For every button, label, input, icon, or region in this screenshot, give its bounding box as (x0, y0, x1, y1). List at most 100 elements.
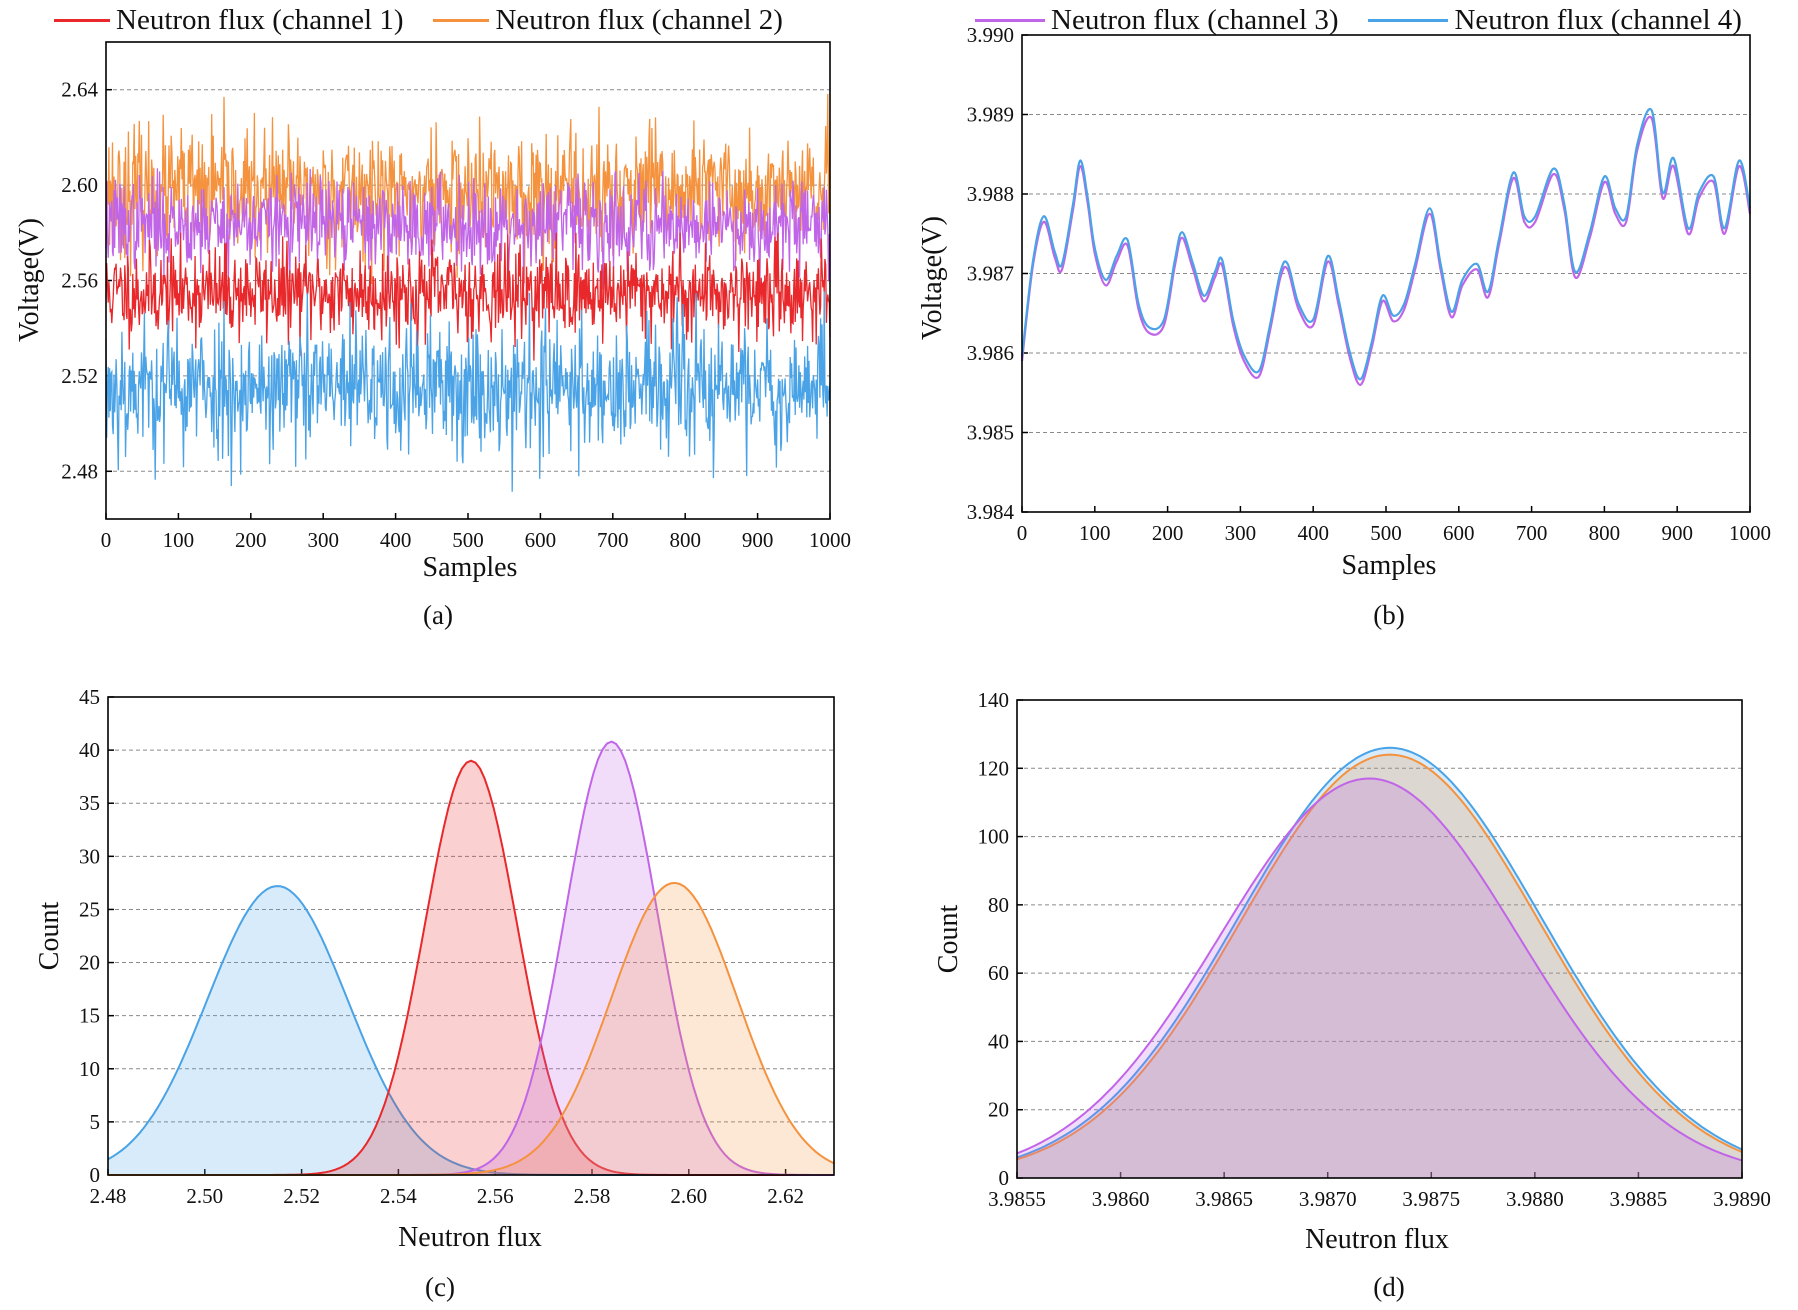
chart-a-xtick-label: 600 (525, 528, 557, 552)
chart-d-svg: 0 20 40 60 80 100 120 140 3.9855 3.9860 3.9865 3.98… (933, 688, 1771, 1255)
chart-b-ytick-label: 3.989 (967, 103, 1014, 127)
chart-c-xtick-label: 2.58 (574, 1184, 611, 1208)
chart-b-xtick-label: 200 (1152, 521, 1184, 545)
legend-b: Neutron flux (channel 3) Neutron flux (c… (975, 4, 1772, 37)
chart-d-curve-ch3 (1016, 777, 1743, 1162)
chart-a-ytick-label: 2.60 (61, 173, 98, 197)
chart-a-xtick-label: 900 (742, 528, 774, 552)
chart-b-xaxis-label: Samples (1342, 550, 1437, 581)
chart-a-xaxis-label: Samples (423, 552, 518, 583)
chart-d-curve-ch2 (1016, 753, 1743, 1161)
chart-c-xtick-label: 2.60 (670, 1184, 707, 1208)
chart-a-yaxis-label: Voltage(V) (14, 218, 45, 342)
chart-c-plot-frame (107, 696, 835, 1176)
chart-d-xtick-label: 3.9880 (1506, 1187, 1564, 1211)
chart-b-ytick-label: 3.984 (967, 500, 1015, 524)
chart-b-xtick-label: 100 (1079, 521, 1111, 545)
chart-c-xtick-label: 2.52 (283, 1184, 320, 1208)
chart-b-plot-frame (1021, 34, 1751, 513)
chart-d-xtick-label: 3.9870 (1299, 1187, 1357, 1211)
chart-d-ytick-label: 120 (978, 756, 1010, 780)
legend-swatch-channel-1 (54, 19, 110, 22)
legend-label-channel-4: Neutron flux (channel 4) (1454, 4, 1742, 36)
chart-b-xtick-label: 500 (1370, 521, 1402, 545)
chart-b-ytick-label: 3.990 (967, 23, 1014, 47)
chart-d-area-ch3 (1017, 778, 1742, 1178)
chart-c-ytick-label: 30 (79, 844, 100, 868)
chart-a-series-line-ch1 (105, 232, 831, 361)
panel-b: Neutron flux (channel 3) Neutron flux (c… (899, 0, 1798, 640)
chart-a-ytick-label: 2.64 (61, 78, 98, 102)
chart-c-ytick-label: 40 (79, 738, 100, 762)
chart-d-ytick-label: 140 (978, 688, 1010, 712)
legend-a: Neutron flux (channel 1) Neutron flux (c… (54, 4, 813, 37)
chart-c-xtick-label: 2.50 (186, 1184, 223, 1208)
chart-d-ytick-label: 0 (999, 1166, 1010, 1190)
chart-a-series-line-ch4 (105, 291, 831, 492)
chart-d-ytick-label: 60 (988, 961, 1009, 985)
chart-d-xtick-label: 3.9875 (1402, 1187, 1460, 1211)
legend-item-channel-3: Neutron flux (channel 3) (975, 4, 1338, 37)
legend-label-channel-2: Neutron flux (channel 2) (495, 4, 783, 36)
chart-b-xtick-label: 800 (1589, 521, 1621, 545)
chart-d-ytick-label: 100 (978, 825, 1010, 849)
chart-b-yaxis-label: Voltage(V) (917, 216, 948, 340)
chart-b-xtick-label: 300 (1225, 521, 1257, 545)
chart-c-area-ch2 (108, 882, 834, 1175)
chart-d-ytick-label: 20 (988, 1098, 1009, 1122)
chart-c-area-ch1 (108, 760, 834, 1175)
chart-c-xaxis-label: Neutron flux (398, 1222, 542, 1253)
chart-c-yaxis-label: Count (34, 902, 65, 971)
legend-item-channel-4: Neutron flux (channel 4) (1368, 4, 1742, 37)
chart-d-xaxis-label: Neutron flux (1305, 1224, 1449, 1255)
chart-d-area-ch2 (1017, 754, 1742, 1178)
chart-d-xtick-label: 3.9890 (1713, 1187, 1771, 1211)
chart-a-xtick-label: 800 (669, 528, 701, 552)
legend-label-channel-3: Neutron flux (channel 3) (1051, 4, 1339, 36)
chart-c-xtick-label: 2.62 (767, 1184, 804, 1208)
chart-c-ytick-label: 25 (79, 897, 100, 921)
caption-d: (d) (1373, 1272, 1405, 1302)
chart-d-xtick-label: 3.9855 (988, 1187, 1046, 1211)
caption-a: (a) (423, 600, 453, 630)
chart-c-xtick-label: 2.48 (90, 1184, 127, 1208)
chart-b-ytick-label: 3.986 (967, 341, 1014, 365)
chart-a-xtick-label: 100 (163, 528, 195, 552)
legend-label-channel-1: Neutron flux (channel 1) (116, 4, 404, 36)
chart-d-xtick-label: 3.9885 (1610, 1187, 1668, 1211)
chart-a-plot-frame (105, 41, 831, 520)
chart-b-xtick-label: 1000 (1729, 521, 1771, 545)
chart-d-plot-frame (1016, 699, 1743, 1179)
chart-c-xtick-label: 2.56 (477, 1184, 514, 1208)
chart-a-ytick-label: 2.56 (61, 269, 98, 293)
chart-a-ytick-label: 2.52 (61, 364, 98, 388)
chart-c-svg: 0 5 10 15 20 25 30 35 40 45 2.48 2.50 2.52 2.54 2.56 2.… (34, 685, 835, 1253)
chart-d-area-ch4 (1017, 747, 1742, 1178)
chart-a-xtick-label: 1000 (809, 528, 851, 552)
chart-b-xtick-label: 400 (1297, 521, 1329, 545)
chart-b-xtick-label: 600 (1443, 521, 1475, 545)
chart-a-series-line-ch3 (105, 168, 831, 294)
chart-d-xtick-label: 3.9865 (1195, 1187, 1253, 1211)
chart-b-xtick-label: 700 (1516, 521, 1548, 545)
chart-a-xtick-label: 300 (307, 528, 339, 552)
chart-b-ytick-label: 3.988 (967, 182, 1014, 206)
chart-a-xtick-label: 700 (597, 528, 629, 552)
chart-c-area-ch3 (108, 741, 834, 1175)
panel-a: Neutron flux (channel 1) Neutron flux (c… (0, 0, 899, 640)
chart-d-yaxis-label: Count (933, 905, 964, 974)
chart-c-xtick-label: 2.54 (380, 1184, 417, 1208)
legend-swatch-channel-2 (433, 19, 490, 22)
chart-c-ytick-label: 10 (79, 1057, 100, 1081)
chart-a-svg: 2.48 2.52 2.56 2.60 2.64 0 100 200 300 400 500 600 7… (14, 41, 851, 583)
chart-a-xtick-label: 400 (380, 528, 412, 552)
chart-c-ytick-label: 20 (79, 951, 100, 975)
caption-b: (b) (1373, 600, 1405, 630)
chart-d-ytick-label: 80 (988, 893, 1009, 917)
chart-b-svg: 3.984 3.985 3.986 3.987 3.988 3.989 3.990 0 100 2… (917, 23, 1771, 581)
chart-a-ytick-label: 2.48 (61, 459, 98, 483)
chart-c-ytick-label: 45 (79, 685, 100, 709)
chart-b-ytick-label: 3.985 (967, 421, 1014, 445)
chart-b-xtick-label: 900 (1661, 521, 1693, 545)
panel-d: 0 20 40 60 80 100 120 140 3.9855 3.9860 3.9865 3.98… (899, 660, 1798, 1310)
